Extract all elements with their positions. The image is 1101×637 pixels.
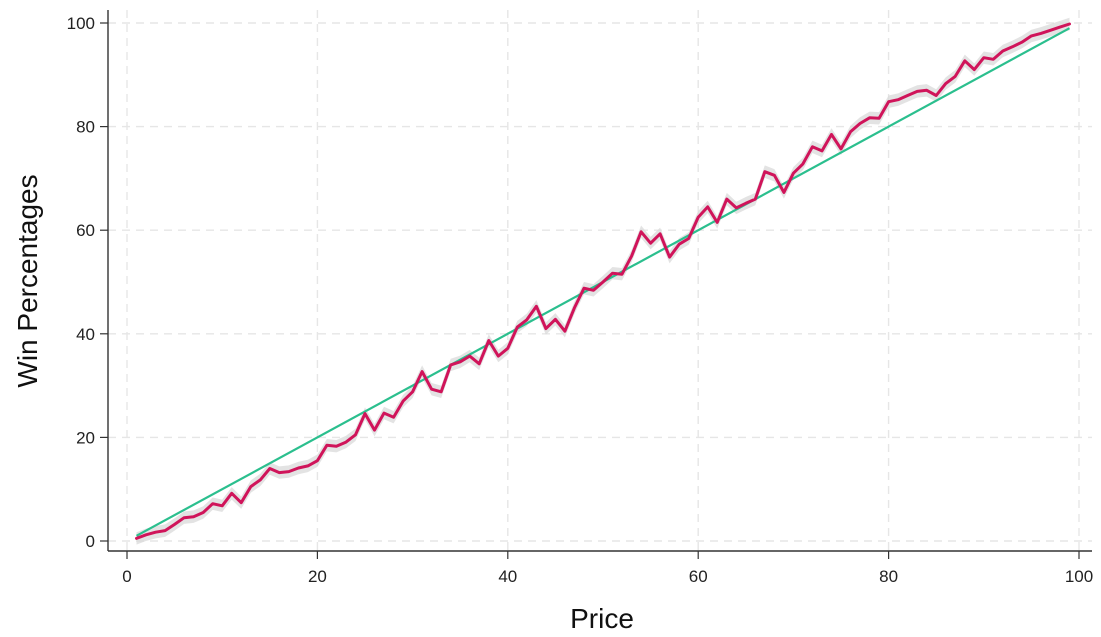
x-tick-label: 0 bbox=[122, 567, 131, 586]
y-axis-title: Win Percentages bbox=[12, 174, 43, 387]
x-tick-label: 40 bbox=[498, 567, 517, 586]
x-tick-label: 80 bbox=[879, 567, 898, 586]
y-tick-label: 20 bbox=[76, 428, 95, 447]
x-tick-label: 100 bbox=[1065, 567, 1093, 586]
gridlines bbox=[108, 10, 1092, 551]
y-ticks: 0 20 40 60 80 100 bbox=[67, 14, 108, 551]
y-tick-label: 60 bbox=[76, 221, 95, 240]
y-tick-label: 100 bbox=[67, 14, 95, 33]
axes bbox=[107, 10, 1092, 552]
x-tick-label: 60 bbox=[689, 567, 708, 586]
x-tick-label: 20 bbox=[308, 567, 327, 586]
win-percentage-line bbox=[135, 22, 1071, 540]
y-tick-label: 40 bbox=[76, 325, 95, 344]
x-ticks: 0 20 40 60 80 100 bbox=[122, 551, 1093, 586]
x-axis-title: Price bbox=[570, 603, 634, 634]
y-tick-label: 0 bbox=[86, 532, 95, 551]
y-tick-label: 80 bbox=[76, 118, 95, 137]
